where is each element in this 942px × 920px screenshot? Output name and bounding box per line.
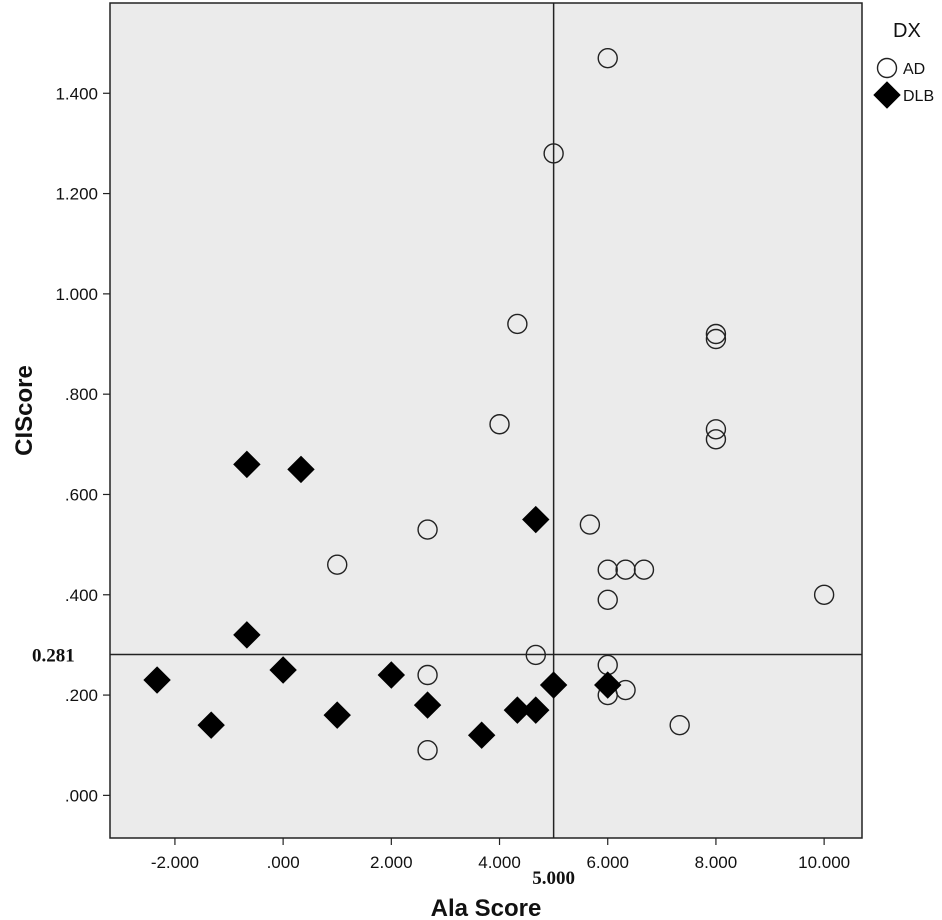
y-tick-label: .400 [65,586,98,605]
point-dlb [143,666,171,694]
point-dlb [522,696,550,724]
y-tick-label: .200 [65,686,98,705]
point-dlb [377,661,406,689]
point-ad [669,714,690,736]
y-axis-title: CIScore [11,365,38,456]
legend-entries: AD DLB [873,57,934,109]
point-dlb [287,455,315,484]
legend-label-ad: AD [903,61,925,78]
x-tick-label: -2.000 [151,853,199,872]
point-ad [705,328,727,350]
point-dlb [522,505,550,534]
point-dlb [269,656,297,684]
x-tick-label: .000 [267,853,300,872]
y-tick-label: 1.200 [55,185,98,204]
point-dlb [233,621,261,649]
axis-ticks: -2.000 .000 2.000 4.000 6.000 8.000 10.000 .000… [55,84,850,872]
point-ad [507,313,528,335]
legend-label-dlb: DLB [903,88,934,105]
point-dlb [467,721,496,749]
point-ad [705,429,727,450]
point-ad [525,644,546,666]
x-tick-label: 8.000 [695,853,738,872]
legend-title: DX [893,20,921,42]
point-ad [489,414,510,435]
x-tick-label: 6.000 [586,853,629,872]
y-tick-label: .000 [65,786,98,805]
point-ad [327,554,348,575]
point-ad [417,664,438,686]
point-ad [705,419,727,440]
point-ad [417,740,438,761]
point-ad [579,514,601,535]
point-dlb [594,671,622,699]
point-dlb [503,696,532,724]
y-tick-label: 1.000 [55,285,98,304]
series-dlb [143,450,622,749]
point-dlb [413,691,442,719]
point-dlb [233,450,261,479]
series-ad [327,47,835,761]
point-ad [633,559,655,580]
horizontal-reference-label: 0.281 [32,645,75,666]
reference-lines [110,3,862,838]
x-axis-title: Ala Score [431,895,542,920]
x-tick-label: 4.000 [478,853,521,872]
legend-marker-dlb [873,81,901,109]
point-ad [597,559,618,580]
point-ad [813,584,835,605]
point-ad [705,323,727,345]
plot-area [109,2,863,839]
y-tick-label: 1.400 [55,84,98,103]
x-tick-label: 2.000 [370,853,413,872]
data-points [143,47,835,761]
legend-marker-ad [876,57,898,79]
y-tick-label: .800 [65,385,98,404]
y-tick-label: .600 [65,485,98,504]
point-ad [597,47,618,69]
point-dlb [197,711,225,739]
point-dlb [539,671,568,699]
legend: DX AD DLB [873,20,934,109]
point-dlb [323,701,351,729]
point-ad [597,589,618,610]
vertical-reference-label: 5.000 [532,868,575,889]
x-tick-label: 10.000 [798,853,850,872]
point-ad [417,519,438,540]
point-ad [543,143,564,164]
